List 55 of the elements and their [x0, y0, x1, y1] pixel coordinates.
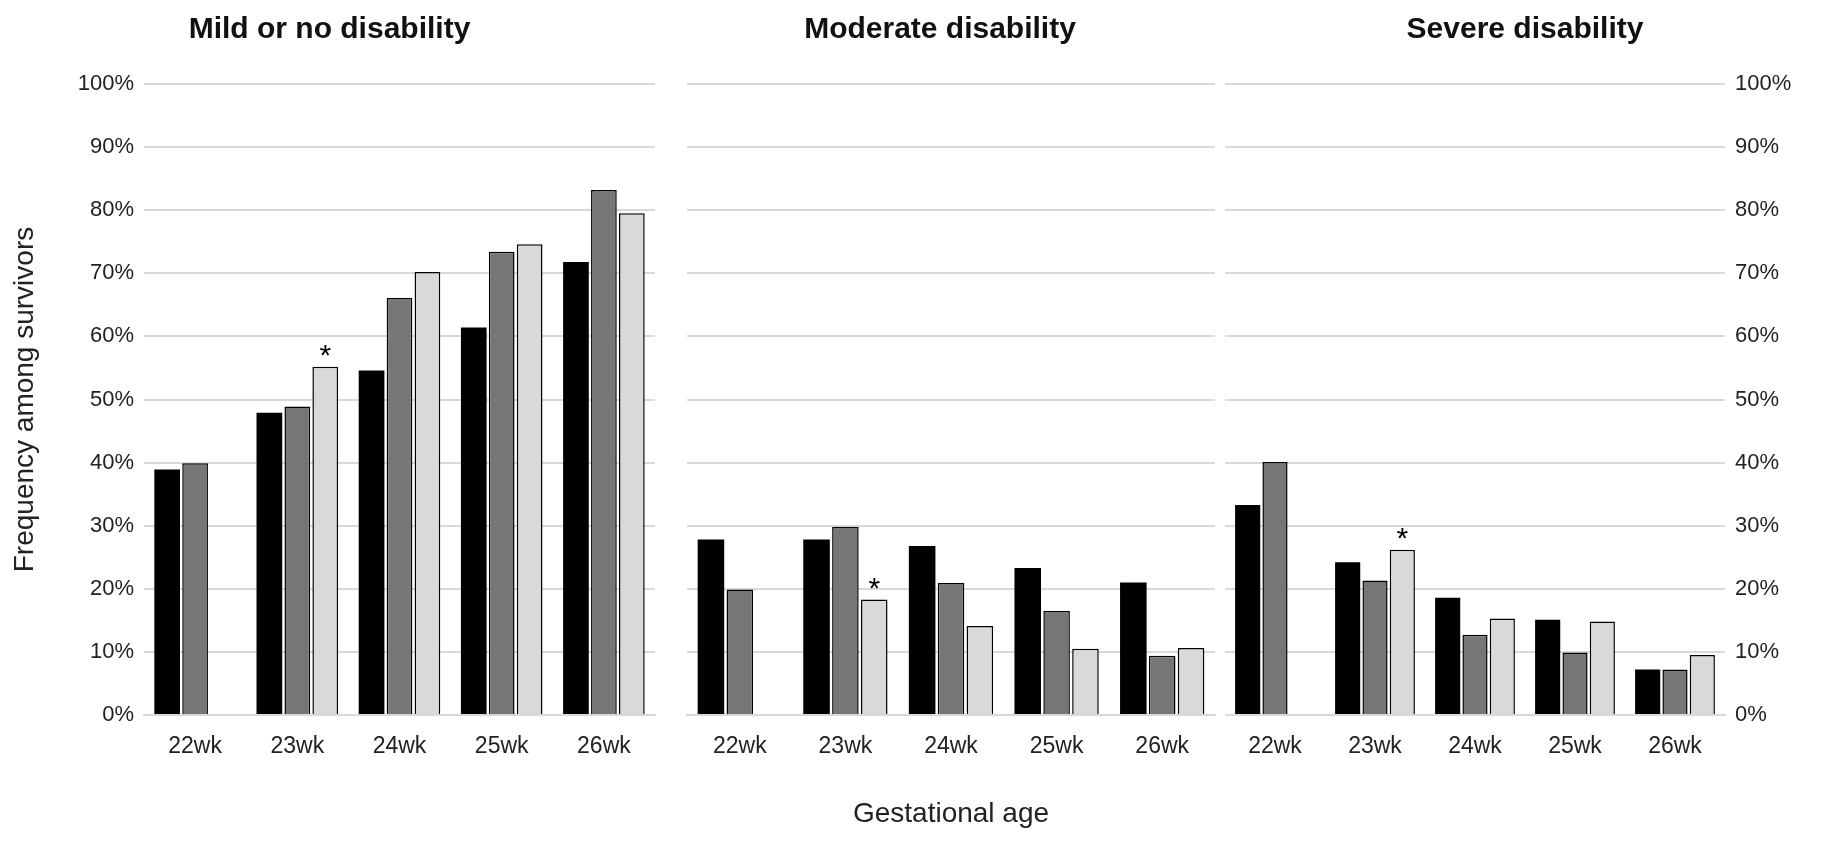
x-tick-label: 25wk [1548, 732, 1603, 759]
y2-tick-label: 10% [1735, 637, 1780, 663]
bar [256, 412, 283, 714]
x-axis-title: Gestational age [852, 796, 1050, 828]
bar [1535, 619, 1561, 714]
y-tick-label: 80% [89, 196, 134, 222]
x-tick-label: 23wk [1348, 732, 1403, 759]
y-tick-label: 0% [102, 701, 134, 727]
bar [1435, 597, 1461, 714]
y2-tick-label: 30% [1735, 511, 1780, 537]
annotation: * [319, 337, 332, 371]
bar [1235, 504, 1261, 714]
y2-tick-label: 70% [1735, 259, 1780, 285]
y-tick-label: 100% [77, 70, 134, 96]
y-tick-label: 50% [89, 385, 134, 411]
annotation: * [868, 570, 881, 604]
y-tick-label: 40% [89, 448, 134, 474]
y2-tick-label: 60% [1735, 322, 1780, 348]
y-tick-label: 10% [89, 637, 134, 663]
x-tick-label: 22wk [712, 732, 768, 759]
y-tick-label: 20% [89, 574, 134, 600]
y2-tick-label: 90% [1735, 133, 1780, 159]
y-tick-label: 30% [89, 511, 134, 537]
x-tick-label: 24wk [372, 732, 427, 759]
annotation: * [1396, 520, 1409, 554]
bar [1635, 669, 1661, 714]
y2-tick-label: 100% [1735, 70, 1792, 96]
x-tick-label: 23wk [270, 732, 325, 759]
chart-title: Moderate disability [804, 11, 1077, 45]
y-tick-label: 90% [89, 133, 134, 159]
chart-title: Severe disability [1406, 11, 1644, 45]
x-tick-label: 24wk [924, 732, 979, 759]
y2-tick-label: 20% [1735, 574, 1780, 600]
y2-tick-label: 0% [1735, 701, 1767, 727]
bar [1335, 562, 1361, 714]
x-tick-label: 26wk [1135, 732, 1190, 759]
y2-tick-label: 40% [1735, 448, 1780, 474]
bar [154, 469, 181, 714]
y-tick-label: 60% [89, 322, 134, 348]
x-tick-label: 22wk [1248, 732, 1303, 759]
bar [358, 370, 385, 714]
x-tick-label: 25wk [474, 732, 530, 759]
x-tick-label: 22wk [168, 732, 223, 759]
y2-tick-label: 50% [1735, 385, 1780, 411]
x-tick-label: 25wk [1029, 732, 1084, 759]
x-tick-label: 23wk [818, 732, 873, 759]
bar [460, 327, 487, 714]
x-tick-label: 26wk [1648, 732, 1703, 759]
chart-title: Mild or no disability [188, 11, 471, 45]
y2-tick-label: 80% [1735, 196, 1780, 222]
x-tick-label: 26wk [577, 732, 632, 759]
y-tick-label: 70% [89, 259, 134, 285]
y-axis-title: Frequency among survivors [7, 226, 39, 573]
x-tick-label: 24wk [1448, 732, 1503, 759]
bar [563, 261, 589, 714]
